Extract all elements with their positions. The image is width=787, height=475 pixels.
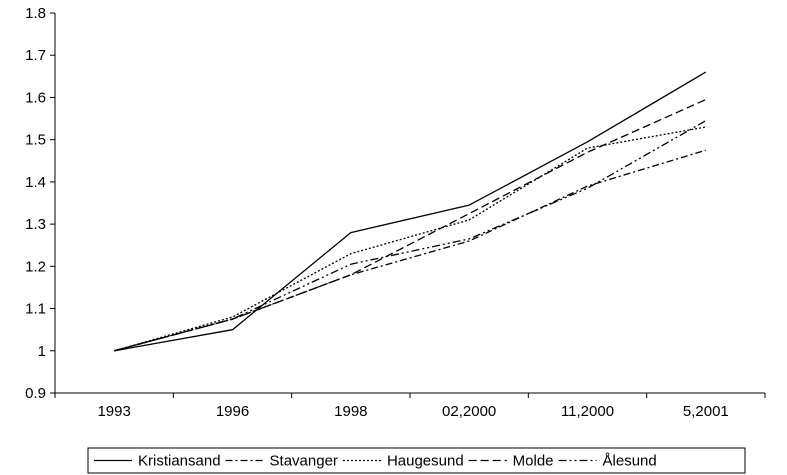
legend-label: Kristiansand bbox=[138, 453, 221, 470]
x-tick-label: 1996 bbox=[216, 403, 249, 420]
legend-label: Ålesund bbox=[603, 453, 657, 470]
legend: Kristiansand Stavanger Haugesund Molde Ålesu… bbox=[87, 447, 746, 474]
y-tick-label: 0.9 bbox=[25, 385, 46, 402]
x-tick-label: 02,2000 bbox=[442, 403, 496, 420]
series-line-haugesund bbox=[114, 126, 706, 352]
y-tick-label: 1.2 bbox=[25, 258, 46, 275]
y-tick-label: 1.5 bbox=[25, 132, 46, 149]
y-tick-label: 1.1 bbox=[25, 301, 46, 318]
legend-box bbox=[87, 447, 746, 474]
series-lines bbox=[114, 71, 707, 352]
x-tick-label: 5,2001 bbox=[683, 403, 729, 420]
legend-label: Molde bbox=[513, 453, 554, 470]
y-tick-label: 1.7 bbox=[25, 47, 46, 64]
y-tick-label: 1 bbox=[38, 343, 46, 360]
legend-label: Stavanger bbox=[270, 453, 338, 470]
y-tick-label: 1.8 bbox=[25, 5, 46, 22]
y-axis: 0.9 1 1.1 1.2 1.3 1.4 1.5 1.6 1.7 1.8 bbox=[25, 5, 56, 402]
legend-label: Haugesund bbox=[387, 453, 464, 470]
y-tick-label: 1.4 bbox=[25, 174, 46, 191]
series-line-kristiansand bbox=[114, 71, 707, 352]
series-line--lesund bbox=[114, 120, 707, 352]
x-tick-label: 1993 bbox=[97, 403, 130, 420]
series-line-stavanger bbox=[114, 149, 706, 352]
x-tick-label: 1998 bbox=[334, 403, 367, 420]
x-tick-label: 11,2000 bbox=[561, 403, 614, 420]
series-line-molde bbox=[114, 99, 707, 352]
x-axis: 1993 1996 1998 02,2000 11,2000 5,2001 bbox=[54, 392, 766, 420]
y-tick-label: 1.3 bbox=[25, 216, 46, 233]
y-tick-label: 1.6 bbox=[25, 89, 46, 106]
